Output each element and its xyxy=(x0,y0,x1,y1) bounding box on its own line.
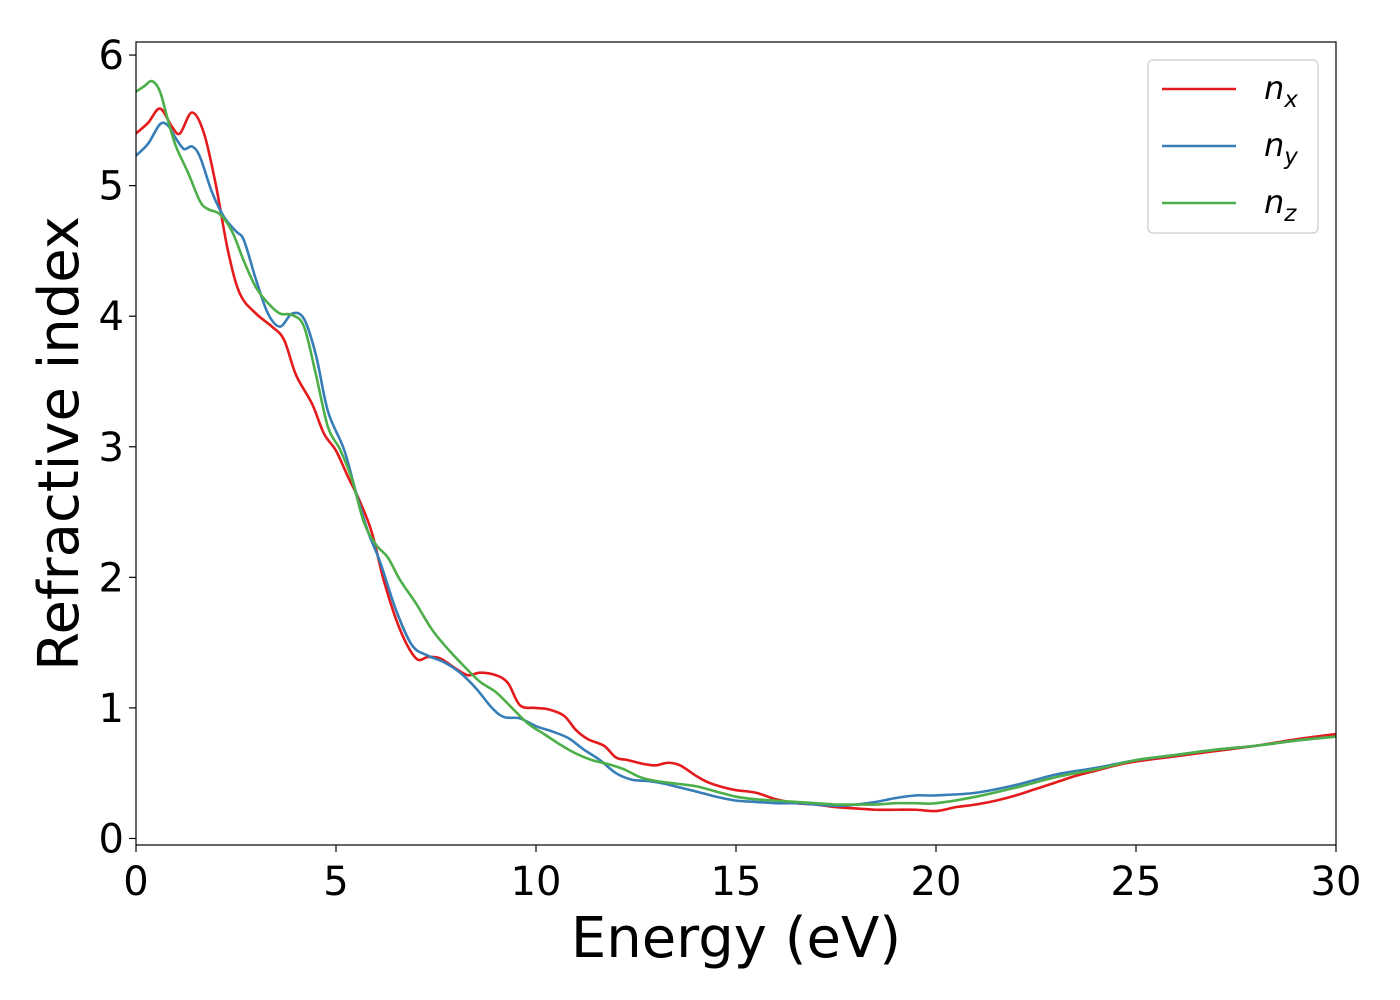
legend: nx ny nz xyxy=(1147,59,1319,234)
y-tick-label: 3 xyxy=(99,425,124,471)
y-tick-label: 4 xyxy=(99,294,124,340)
x-tick-label: 5 xyxy=(323,859,348,905)
x-tick-label: 30 xyxy=(1311,859,1362,905)
legend-label-z: nz xyxy=(1264,183,1297,227)
y-tick-label: 5 xyxy=(99,164,124,210)
x-tick-label: 15 xyxy=(711,859,762,905)
y-tick-label: 2 xyxy=(99,555,124,601)
y-tick-label: 6 xyxy=(99,33,124,79)
series-line-x xyxy=(136,107,1336,813)
x-tick-label: 20 xyxy=(911,859,962,905)
y-tick-label: 0 xyxy=(99,816,124,862)
x-tick-label: 25 xyxy=(1111,859,1162,905)
x-tick-label: 10 xyxy=(511,859,562,905)
series-line-z xyxy=(136,79,1336,806)
x-axis-title: Energy (eV) xyxy=(571,906,901,971)
y-tick-label: 1 xyxy=(99,686,124,732)
y-axis-title: Refractive index xyxy=(27,216,92,671)
legend-label-y: ny xyxy=(1264,126,1298,170)
x-tick-label: 0 xyxy=(123,859,148,905)
legend-label-x: nx xyxy=(1264,69,1298,113)
x-axis: 0 5 10 15 20 25 30 xyxy=(123,845,1361,905)
y-axis: 0 1 2 3 4 5 6 xyxy=(99,33,136,862)
series-line-y xyxy=(136,121,1336,808)
series-layer xyxy=(136,79,1336,813)
